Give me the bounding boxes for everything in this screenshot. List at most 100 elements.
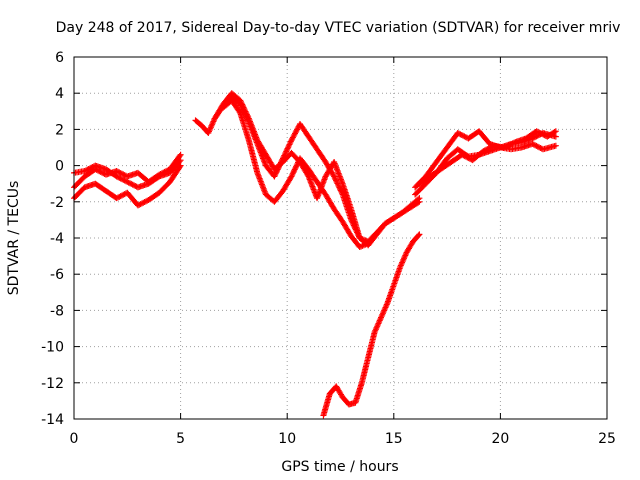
data-point bbox=[177, 151, 184, 158]
y-tick-label: -12 bbox=[41, 376, 64, 392]
data-point bbox=[118, 192, 125, 199]
data-point bbox=[138, 200, 145, 207]
y-tick-label: -2 bbox=[50, 195, 64, 211]
data-point bbox=[84, 166, 91, 173]
data-point bbox=[141, 199, 148, 206]
data-point bbox=[465, 155, 472, 162]
data-point bbox=[132, 182, 139, 189]
y-tick-label: -8 bbox=[50, 303, 64, 319]
data-point bbox=[485, 145, 492, 152]
data-point bbox=[134, 202, 141, 209]
data-point bbox=[89, 163, 96, 170]
data-point bbox=[117, 170, 124, 177]
x-axis-label: GPS time / hours bbox=[281, 459, 398, 475]
series-track-f bbox=[220, 97, 372, 251]
y-tick-label: -10 bbox=[41, 340, 64, 356]
data-point bbox=[530, 141, 537, 148]
data-point bbox=[331, 173, 338, 180]
data-point bbox=[537, 130, 544, 137]
data-point bbox=[116, 169, 123, 176]
data-point bbox=[177, 157, 184, 164]
data-point bbox=[508, 141, 515, 148]
x-tick-label: 5 bbox=[176, 431, 185, 447]
data-point bbox=[116, 193, 123, 200]
data-point bbox=[293, 162, 300, 169]
data-point bbox=[125, 179, 132, 186]
data-point bbox=[284, 145, 291, 152]
data-point bbox=[536, 144, 543, 151]
data-point bbox=[416, 198, 423, 205]
x-tick-label: 0 bbox=[70, 431, 79, 447]
x-tick-label: 10 bbox=[278, 431, 296, 447]
data-point bbox=[540, 131, 547, 138]
data-point bbox=[552, 128, 559, 135]
data-point bbox=[480, 148, 487, 155]
data-point bbox=[416, 231, 423, 238]
data-point bbox=[461, 133, 468, 140]
y-tick-label: 6 bbox=[55, 50, 64, 66]
series-track-g bbox=[320, 231, 423, 419]
data-point bbox=[124, 178, 131, 185]
data-point bbox=[137, 201, 144, 208]
data-point bbox=[286, 141, 293, 148]
data-point bbox=[282, 149, 289, 156]
data-point bbox=[464, 154, 471, 161]
data-point bbox=[338, 188, 345, 195]
data-point bbox=[114, 168, 121, 175]
data-point bbox=[113, 168, 120, 175]
data-point bbox=[292, 165, 299, 172]
data-point bbox=[337, 187, 344, 194]
data-point bbox=[244, 112, 251, 119]
series-track-e bbox=[211, 90, 423, 249]
data-point bbox=[504, 143, 511, 150]
data-point bbox=[534, 128, 541, 135]
data-point bbox=[459, 151, 466, 158]
data-point bbox=[551, 128, 558, 135]
data-point bbox=[484, 146, 491, 153]
data-point bbox=[335, 181, 342, 188]
data-point bbox=[506, 141, 513, 148]
data-point bbox=[332, 176, 339, 183]
data-point bbox=[534, 143, 541, 150]
data-point bbox=[365, 240, 372, 247]
data-point bbox=[237, 97, 244, 104]
data-point bbox=[272, 170, 279, 177]
data-point bbox=[245, 114, 252, 121]
data-point bbox=[291, 166, 298, 173]
series-track-b bbox=[71, 162, 184, 209]
data-point bbox=[239, 101, 246, 108]
data-point bbox=[129, 181, 136, 188]
y-tick-label: -4 bbox=[50, 231, 64, 247]
data-point bbox=[142, 198, 149, 205]
data-point bbox=[533, 142, 540, 149]
data-point bbox=[288, 173, 295, 180]
data-point bbox=[502, 143, 509, 150]
data-point bbox=[283, 147, 290, 154]
data-point bbox=[121, 177, 128, 184]
data-point bbox=[454, 130, 461, 137]
data-point bbox=[537, 144, 544, 151]
data-point bbox=[532, 134, 539, 141]
data-point bbox=[333, 177, 340, 184]
data-point bbox=[241, 107, 248, 114]
data-point bbox=[114, 174, 121, 181]
data-point bbox=[337, 185, 344, 192]
data-point bbox=[176, 158, 183, 165]
x-tick-label: 15 bbox=[385, 431, 403, 447]
data-point bbox=[552, 142, 559, 149]
data-point bbox=[121, 172, 128, 179]
data-point bbox=[501, 144, 508, 151]
data-point bbox=[130, 182, 137, 189]
data-point bbox=[460, 132, 467, 139]
data-point bbox=[120, 191, 127, 198]
data-point bbox=[457, 131, 464, 138]
data-point bbox=[287, 140, 294, 147]
data-point bbox=[552, 133, 559, 140]
series-track-j bbox=[416, 128, 559, 187]
chart-title: Day 248 of 2017, Sidereal Day-to-day VTE… bbox=[56, 20, 621, 36]
y-tick-label: 4 bbox=[55, 86, 64, 102]
data-point bbox=[291, 167, 298, 174]
